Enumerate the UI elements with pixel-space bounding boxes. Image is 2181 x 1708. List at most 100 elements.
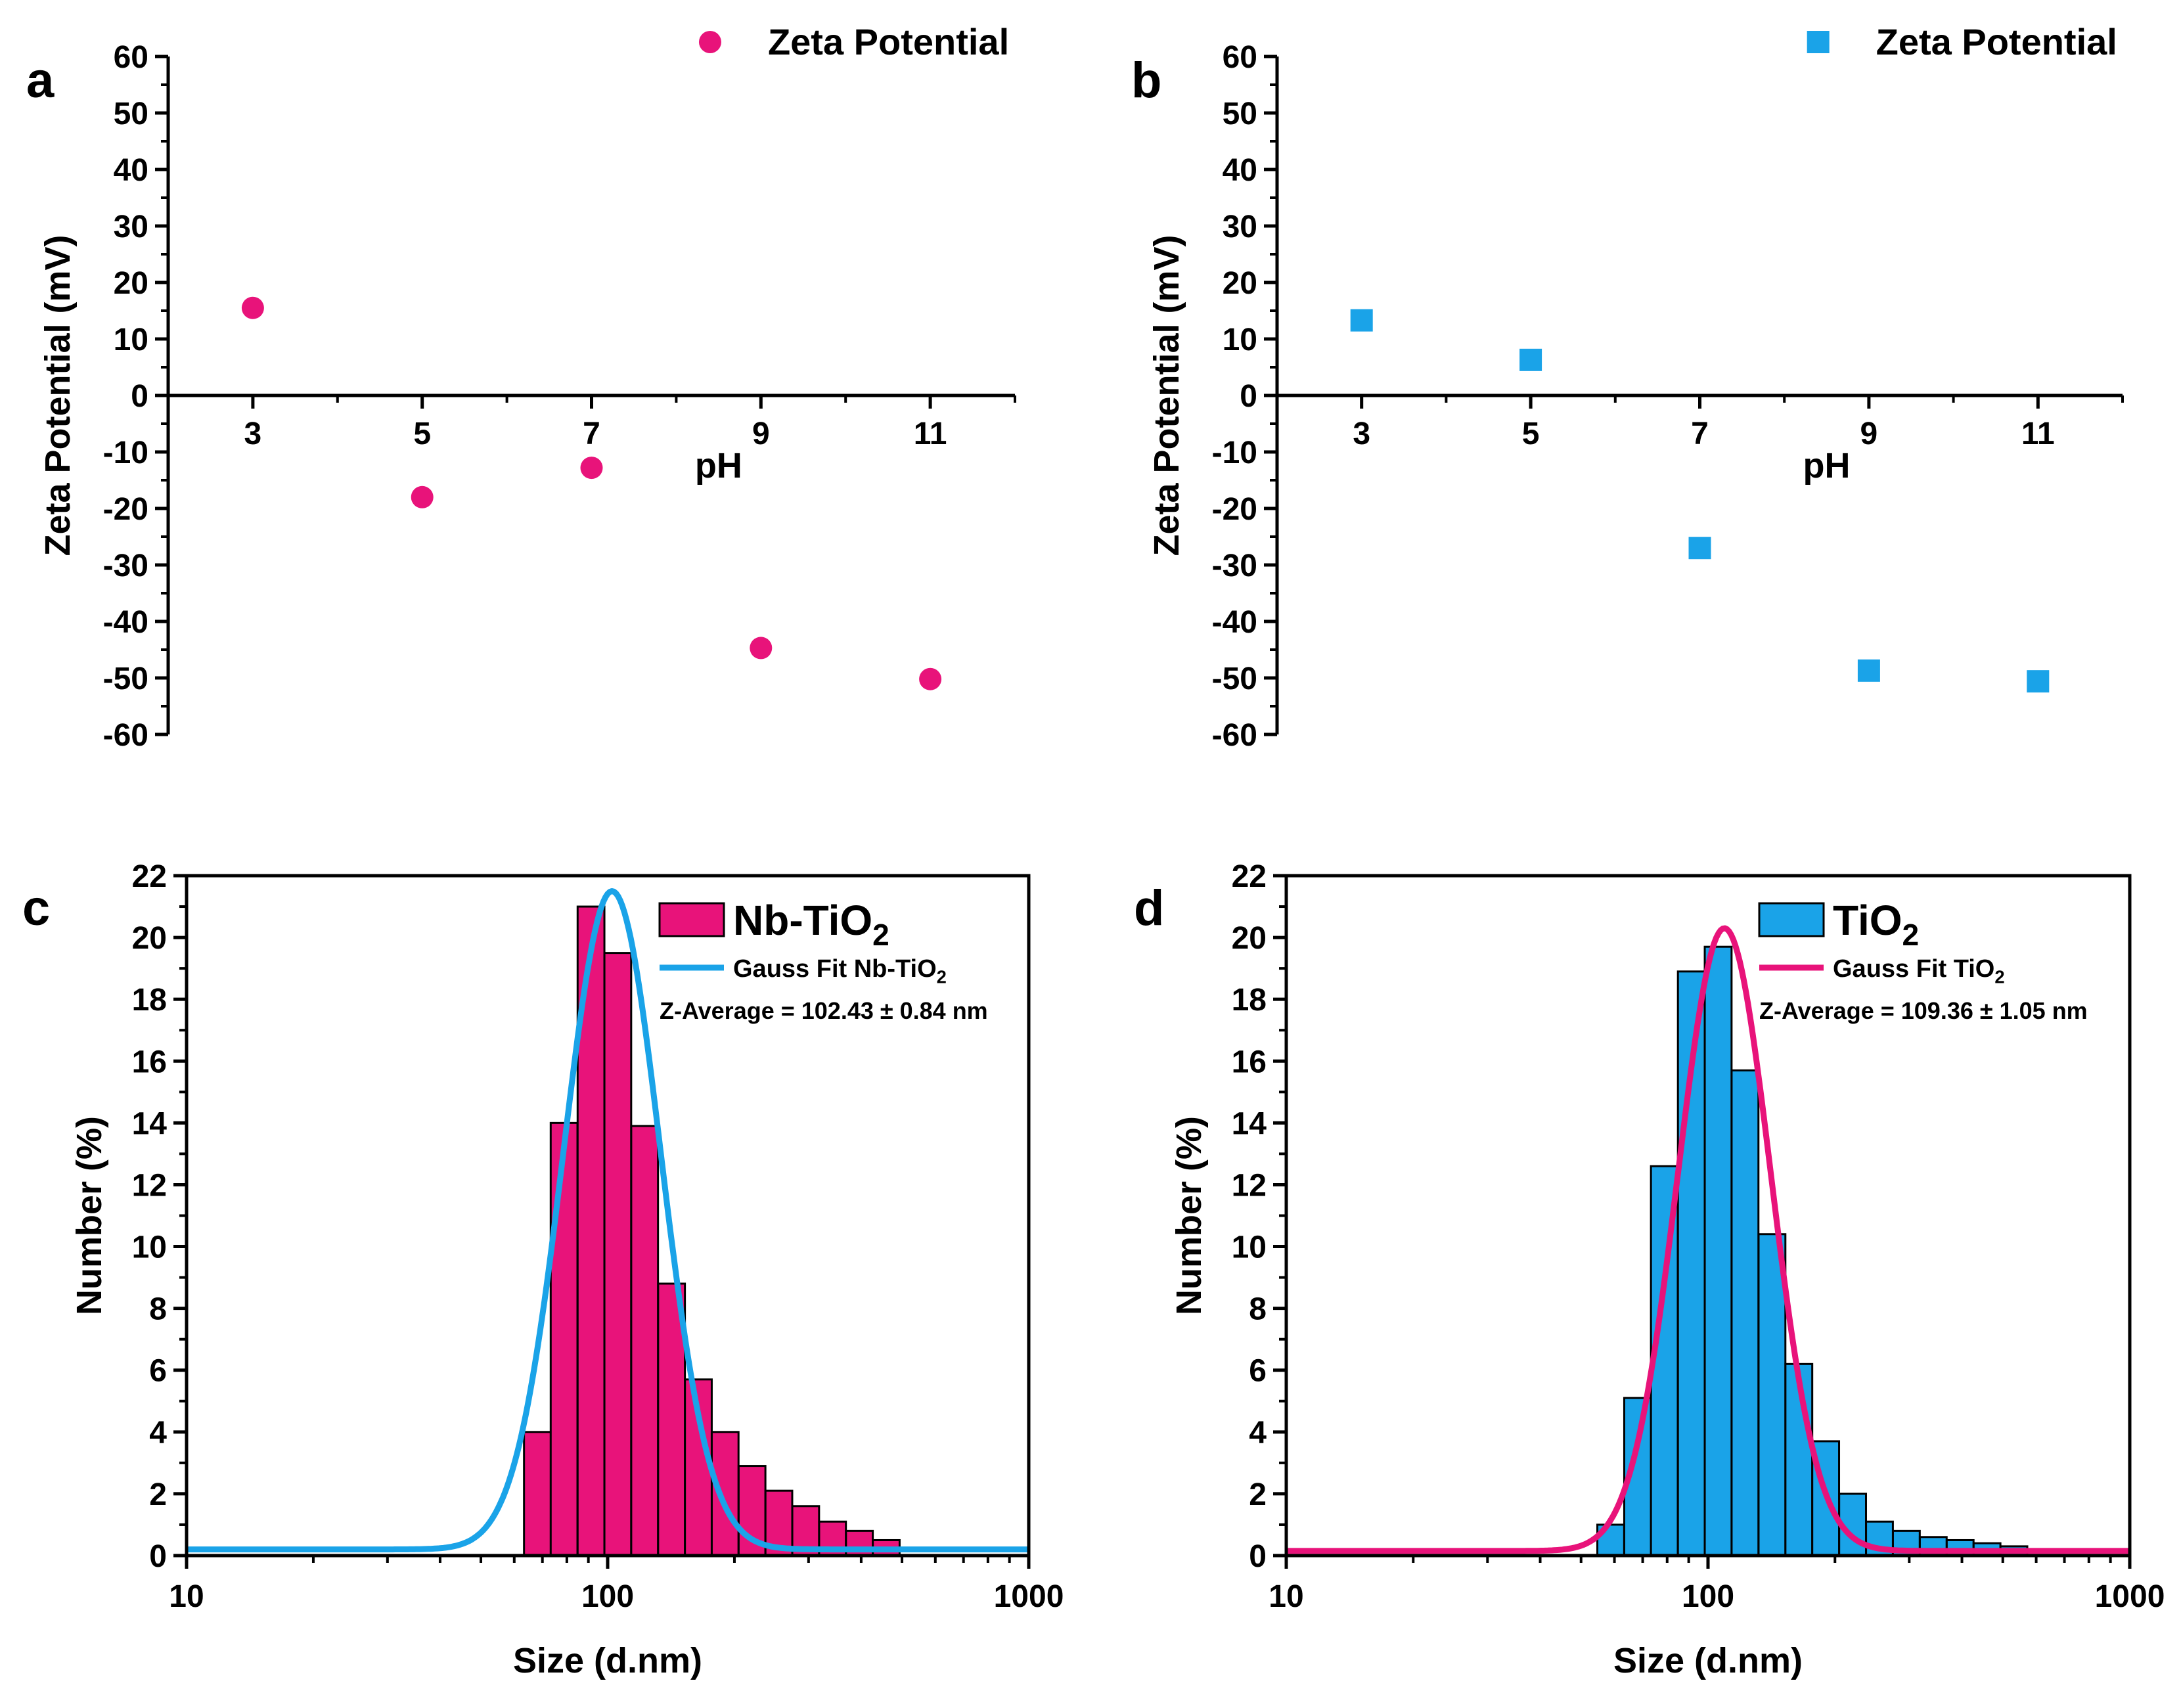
legend-bar-label: TiO2 bbox=[1833, 897, 1919, 952]
y-axis-title: Number (%) bbox=[70, 1116, 109, 1315]
legend-fit-label-main: Gauss Fit TiO bbox=[1833, 955, 1994, 983]
y-tick-label: -10 bbox=[1212, 436, 1257, 470]
legend-fit-label: Gauss Fit Nb-TiO2 bbox=[733, 955, 947, 987]
y-tick-label: 10 bbox=[1223, 323, 1257, 357]
x-tick-label: 11 bbox=[914, 416, 947, 451]
y-tick-label: 20 bbox=[114, 266, 148, 301]
y-tick-label: 50 bbox=[1223, 97, 1257, 131]
panel-label: a bbox=[26, 53, 55, 108]
y-tick-label: -30 bbox=[1212, 549, 1257, 583]
legend-marker bbox=[1807, 31, 1830, 53]
data-point bbox=[241, 296, 264, 319]
y-tick-label: 22 bbox=[1232, 859, 1267, 894]
y-tick-label: -40 bbox=[1212, 605, 1257, 640]
x-tick-label: 5 bbox=[413, 416, 431, 451]
x-tick-label: 3 bbox=[244, 416, 262, 451]
y-tick-label: 6 bbox=[149, 1354, 167, 1389]
x-axis-title: Size (d.nm) bbox=[1613, 1641, 1803, 1680]
y-tick-label: -40 bbox=[103, 605, 148, 640]
legend-label: Zeta Potential bbox=[768, 21, 1009, 62]
y-tick-label: 60 bbox=[114, 40, 148, 75]
legend-bar-label-main: TiO bbox=[1833, 897, 1902, 944]
legend-marker bbox=[698, 31, 721, 53]
panel-label: b bbox=[1131, 53, 1161, 108]
data-point bbox=[1350, 309, 1373, 332]
y-tick-label: 8 bbox=[149, 1292, 167, 1327]
x-axis-title: pH bbox=[695, 446, 742, 485]
y-tick-label: 10 bbox=[132, 1230, 167, 1265]
y-tick-label: 50 bbox=[114, 97, 148, 131]
z-average-annotation: Z-Average = 109.36 ± 1.05 nm bbox=[1759, 997, 2088, 1024]
y-tick-label: 0 bbox=[1240, 379, 1257, 414]
y-tick-label: 0 bbox=[149, 1539, 167, 1574]
x-tick-label: 1000 bbox=[994, 1579, 1064, 1614]
panel-b: b 60 50 40 30 20 10 0 -10 -20 -30 -40 -50 -60 3 5 7 9 11 pH… bbox=[1131, 21, 2124, 753]
gauss-fit-line bbox=[1285, 925, 2131, 1554]
y-tick-label: 30 bbox=[114, 210, 148, 244]
y-tick-label: 14 bbox=[1232, 1106, 1267, 1141]
y-tick-label: 2 bbox=[149, 1477, 167, 1512]
x-axis-title: pH bbox=[1803, 446, 1851, 485]
panel-label: d bbox=[1134, 880, 1164, 936]
x-tick-label: 100 bbox=[581, 1579, 634, 1614]
z-average-annotation: Z-Average = 102.43 ± 0.84 nm bbox=[660, 997, 988, 1024]
histogram-bar bbox=[710, 1431, 740, 1557]
x-tick-label: 11 bbox=[2021, 416, 2055, 451]
y-tick-label: 8 bbox=[1249, 1292, 1267, 1327]
y-axis-title: Zeta Potential (mV) bbox=[1147, 235, 1186, 556]
data-point bbox=[2027, 670, 2050, 693]
histogram-bar bbox=[657, 1282, 686, 1557]
x-tick-label: 100 bbox=[1682, 1579, 1734, 1614]
y-tick-label: -50 bbox=[1212, 662, 1257, 696]
legend-label: Zeta Potential bbox=[1876, 21, 2117, 62]
x-tick-label: 9 bbox=[752, 416, 770, 451]
y-tick-label: 10 bbox=[1232, 1230, 1267, 1265]
histogram-bar bbox=[523, 1431, 552, 1557]
y-tick-label: 0 bbox=[131, 379, 148, 414]
y-tick-label: 40 bbox=[1223, 153, 1257, 188]
data-point bbox=[1519, 348, 1542, 371]
legend-bar-label-main: Nb-TiO bbox=[733, 897, 872, 944]
gauss-fit-line bbox=[185, 888, 1030, 1553]
legend-bar-swatch bbox=[1758, 902, 1825, 937]
y-tick-label: 20 bbox=[1223, 266, 1257, 301]
y-tick-label: 0 bbox=[1249, 1539, 1267, 1574]
histogram-bar bbox=[1757, 1233, 1787, 1557]
histogram-bar bbox=[603, 952, 633, 1557]
legend-fit-label-sub: 2 bbox=[1994, 967, 2004, 987]
x-tick-label: 9 bbox=[1860, 416, 1878, 451]
y-tick-label: 18 bbox=[1232, 983, 1267, 1018]
y-tick-label: 60 bbox=[1223, 40, 1257, 75]
histogram-bar bbox=[630, 1125, 660, 1557]
legend-bar-label-sub: 2 bbox=[1902, 918, 1920, 952]
histogram-bar bbox=[1703, 945, 1733, 1557]
data-point bbox=[580, 457, 603, 480]
x-tick-label: 1000 bbox=[2095, 1579, 2165, 1614]
panel-label: c bbox=[22, 880, 50, 936]
x-tick-label: 7 bbox=[1691, 416, 1709, 451]
x-tick-label: 10 bbox=[1269, 1579, 1303, 1614]
y-tick-label: -50 bbox=[103, 662, 148, 696]
y-tick-label: 12 bbox=[1232, 1168, 1267, 1203]
y-tick-label: 16 bbox=[1232, 1045, 1267, 1079]
legend-bar-label-sub: 2 bbox=[872, 918, 889, 952]
x-tick-label: 3 bbox=[1353, 416, 1370, 451]
histogram-bar bbox=[1730, 1069, 1760, 1557]
legend-fit-label-main: Gauss Fit Nb-TiO bbox=[733, 955, 937, 983]
y-tick-label: 10 bbox=[114, 323, 148, 357]
data-point bbox=[1857, 659, 1880, 682]
legend-bar-swatch bbox=[658, 902, 725, 937]
y-tick-label: -30 bbox=[103, 549, 148, 583]
panel-a: a 60 50 40 30 20 10 0 -10 -20 -30 -40 -50 -60 3 5 7 9 11 pH… bbox=[26, 21, 1016, 753]
y-tick-label: -10 bbox=[103, 436, 148, 470]
x-tick-label: 7 bbox=[583, 416, 600, 451]
y-tick-label: 4 bbox=[1249, 1416, 1267, 1450]
y-tick-label: -20 bbox=[1212, 492, 1257, 527]
y-tick-label: -60 bbox=[103, 718, 148, 753]
x-axis-title: Size (d.nm) bbox=[513, 1641, 702, 1680]
y-tick-label: 30 bbox=[1223, 210, 1257, 244]
legend-fit-label: Gauss Fit TiO2 bbox=[1833, 955, 2005, 987]
y-tick-label: -20 bbox=[103, 492, 148, 527]
